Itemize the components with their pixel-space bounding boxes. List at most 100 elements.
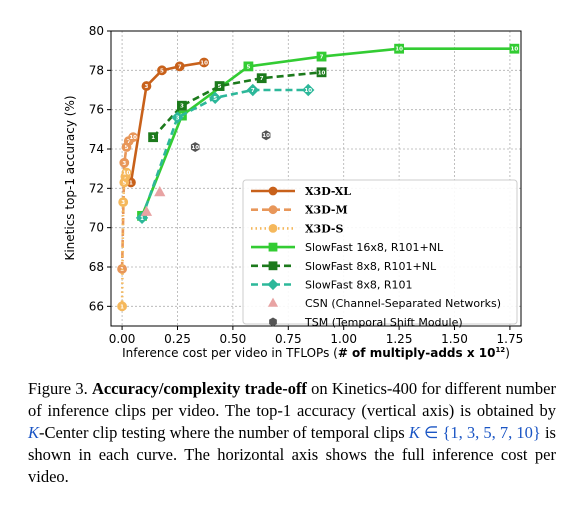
series-line bbox=[120, 172, 128, 307]
data-point bbox=[509, 43, 520, 54]
series-4: 1 3 5 7 10 bbox=[148, 67, 327, 143]
legend-entry: SlowFast 8x8, R101 bbox=[251, 279, 413, 292]
x-axis-label-prefix: Inference cost per video in TFLOPs ( bbox=[122, 346, 338, 360]
data-point bbox=[316, 67, 327, 78]
data-point bbox=[177, 100, 187, 111]
legend-marker bbox=[268, 242, 278, 252]
data-point bbox=[302, 83, 315, 97]
clip-count-label: 10 bbox=[395, 47, 403, 53]
legend-label: X3D-XL bbox=[305, 185, 351, 198]
y-tick-label: 76 bbox=[89, 103, 104, 117]
x-axis-ticks: 0.00 0.25 0.50 0.75 1.00 1.25 1.50 1.75 bbox=[109, 326, 524, 346]
x-axis-label-sup: 12 bbox=[495, 346, 505, 354]
clip-count-label: 3 bbox=[176, 116, 180, 122]
legend-label: SlowFast 16x8, R101+NL bbox=[305, 241, 444, 254]
data-point bbox=[119, 157, 130, 168]
y-tick-label: 66 bbox=[89, 299, 104, 313]
caption-text-3: is shown in each curve. The horizontal a… bbox=[28, 423, 556, 486]
x-tick-label: 1.50 bbox=[441, 332, 468, 346]
clip-count-label: 5 bbox=[246, 64, 250, 70]
data-point bbox=[140, 205, 153, 216]
x-tick-label: 0.25 bbox=[164, 332, 191, 346]
legend-entry: X3D-M bbox=[251, 204, 348, 217]
legend-box bbox=[242, 179, 518, 325]
clip-count-label: 1 bbox=[120, 304, 124, 310]
x-tick-label: 1.00 bbox=[330, 332, 357, 346]
clip-count-label: 7 bbox=[127, 139, 131, 145]
y-axis-label: Kinetics top-1 accuracy (%) bbox=[63, 95, 77, 260]
y-tick-label: 72 bbox=[89, 181, 104, 195]
clip-count-label: 5 bbox=[122, 180, 126, 186]
clip-count-label: 10 bbox=[262, 133, 270, 139]
clip-count-label: 10 bbox=[129, 135, 137, 141]
y-axis-ticks: 66 68 70 72 74 76 78 80 bbox=[89, 24, 111, 313]
y-tick-label: 68 bbox=[89, 260, 104, 274]
x-tick-label: 0.50 bbox=[220, 332, 247, 346]
x-tick-label: 1.25 bbox=[386, 332, 413, 346]
legend-marker bbox=[268, 186, 278, 196]
clip-count-label: 7 bbox=[251, 88, 255, 94]
data-point bbox=[256, 73, 267, 84]
data-point bbox=[316, 51, 327, 62]
data-point bbox=[199, 57, 209, 68]
legend-label: CSN (Channel-Separated Networks) bbox=[305, 297, 501, 310]
caption-k-1: K bbox=[28, 423, 40, 442]
legend: X3D-XL X3D-M X3D-S SlowFast 16x8, R101+NL Sl… bbox=[242, 179, 518, 329]
x-tick-label: 0.75 bbox=[275, 332, 302, 346]
clip-count-label: 7 bbox=[123, 175, 127, 181]
series-7: 10 10 bbox=[190, 130, 271, 152]
clip-count-label: 3 bbox=[180, 104, 184, 110]
data-point bbox=[190, 142, 200, 152]
clip-count-label: 5 bbox=[213, 96, 217, 102]
clip-count-label: 7 bbox=[260, 76, 264, 82]
data-point bbox=[121, 167, 132, 178]
data-point bbox=[148, 132, 159, 143]
clip-count-label: 10 bbox=[123, 171, 131, 177]
series-6 bbox=[140, 186, 166, 216]
legend-label: SlowFast 8x8, R101 bbox=[305, 279, 413, 292]
legend-entry: X3D-XL bbox=[251, 185, 351, 198]
y-tick-label: 78 bbox=[89, 63, 104, 77]
legend-entry: SlowFast 8x8, R101+NL bbox=[251, 260, 437, 273]
data-point bbox=[214, 81, 225, 91]
clip-count-label: 5 bbox=[218, 84, 222, 90]
caption-text-2: -Center clip testing where the number of… bbox=[39, 423, 409, 442]
legend-entry: X3D-S bbox=[251, 222, 343, 235]
caption-label: Figure 3. bbox=[28, 379, 92, 398]
y-tick-label: 70 bbox=[89, 221, 104, 235]
series-5: 1 3 5 7 10 bbox=[135, 83, 315, 225]
clip-count-label: 10 bbox=[304, 88, 312, 94]
data-point bbox=[243, 61, 254, 72]
legend-marker bbox=[268, 261, 278, 271]
x-tick-label: 1.75 bbox=[497, 332, 524, 346]
clip-count-label: 7 bbox=[320, 55, 324, 61]
x-axis-label: Inference cost per video in TFLOPs (# of… bbox=[122, 346, 510, 360]
data-point bbox=[261, 130, 271, 141]
data-point bbox=[394, 43, 405, 54]
data-point bbox=[117, 301, 127, 312]
data-point bbox=[118, 197, 129, 208]
y-tick-label: 80 bbox=[89, 24, 104, 38]
series-line bbox=[140, 47, 515, 217]
legend-label: X3D-M bbox=[305, 204, 348, 217]
legend-entry: SlowFast 16x8, R101+NL bbox=[251, 241, 444, 254]
accuracy-complexity-chart: 66 68 70 72 74 76 78 80 0.00 0.25 0.50 0.75 1.00 1.2… bbox=[63, 24, 524, 360]
data-point bbox=[157, 65, 167, 76]
x-axis-label-suffix: ) bbox=[505, 346, 510, 360]
legend-label: X3D-S bbox=[305, 222, 343, 235]
clip-count-label: 3 bbox=[122, 161, 126, 167]
caption-text-1: on Kinetics-400 for different number of … bbox=[28, 379, 556, 420]
clip-count-label: 10 bbox=[511, 47, 519, 53]
data-series: 1357101357101357101357101013571013571010… bbox=[117, 43, 520, 312]
caption-k-2: K bbox=[408, 423, 420, 442]
caption-title: Accuracy/complexity trade-off bbox=[91, 379, 307, 398]
series-line bbox=[152, 71, 322, 139]
legend-marker bbox=[268, 205, 278, 215]
clip-count-label: 5 bbox=[125, 145, 129, 151]
x-tick-label: 0.00 bbox=[109, 332, 136, 346]
plot-frame bbox=[110, 30, 522, 327]
legend-entry: TSM (Temporal Shift Module) bbox=[269, 316, 463, 329]
data-point bbox=[171, 111, 184, 124]
legend-marker bbox=[269, 317, 277, 327]
